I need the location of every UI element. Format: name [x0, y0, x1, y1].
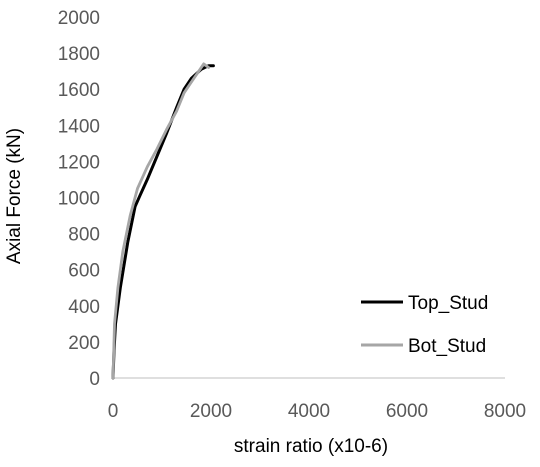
x-tick-label: 0 [108, 401, 119, 422]
legend: Top_Stud Bot_Stud [361, 293, 488, 357]
y-tick-label: 1600 [58, 80, 100, 101]
x-tick-label: 6000 [386, 401, 428, 422]
y-tick-label: 800 [68, 225, 100, 246]
y-tick-label: 200 [68, 333, 100, 354]
x-axis-title: strain ratio (x10-6) [234, 436, 388, 457]
y-tick-label: 600 [68, 261, 100, 282]
x-tick-label: 8000 [484, 401, 526, 422]
x-axis-ticks: 0 2000 4000 6000 8000 [108, 401, 526, 422]
y-tick-label: 0 [89, 369, 100, 390]
y-tick-label: 2000 [58, 8, 100, 29]
y-tick-label: 400 [68, 297, 100, 318]
series-line-bot-stud [111, 62, 211, 380]
y-tick-label: 1200 [58, 152, 100, 173]
series-lines [111, 62, 215, 380]
legend-label-top-stud: Top_Stud [408, 293, 488, 314]
y-tick-label: 1000 [58, 189, 100, 210]
x-tick-label: 2000 [190, 401, 232, 422]
y-tick-label: 1400 [58, 116, 100, 137]
legend-label-bot-stud: Bot_Stud [408, 336, 486, 357]
y-axis-ticks: 0 200 400 600 800 1000 1200 1400 1600 1800 2000 [58, 8, 100, 390]
y-axis-title: Axial Force (kN) [4, 128, 25, 264]
x-tick-label: 4000 [288, 401, 330, 422]
y-tick-label: 1800 [58, 44, 100, 65]
